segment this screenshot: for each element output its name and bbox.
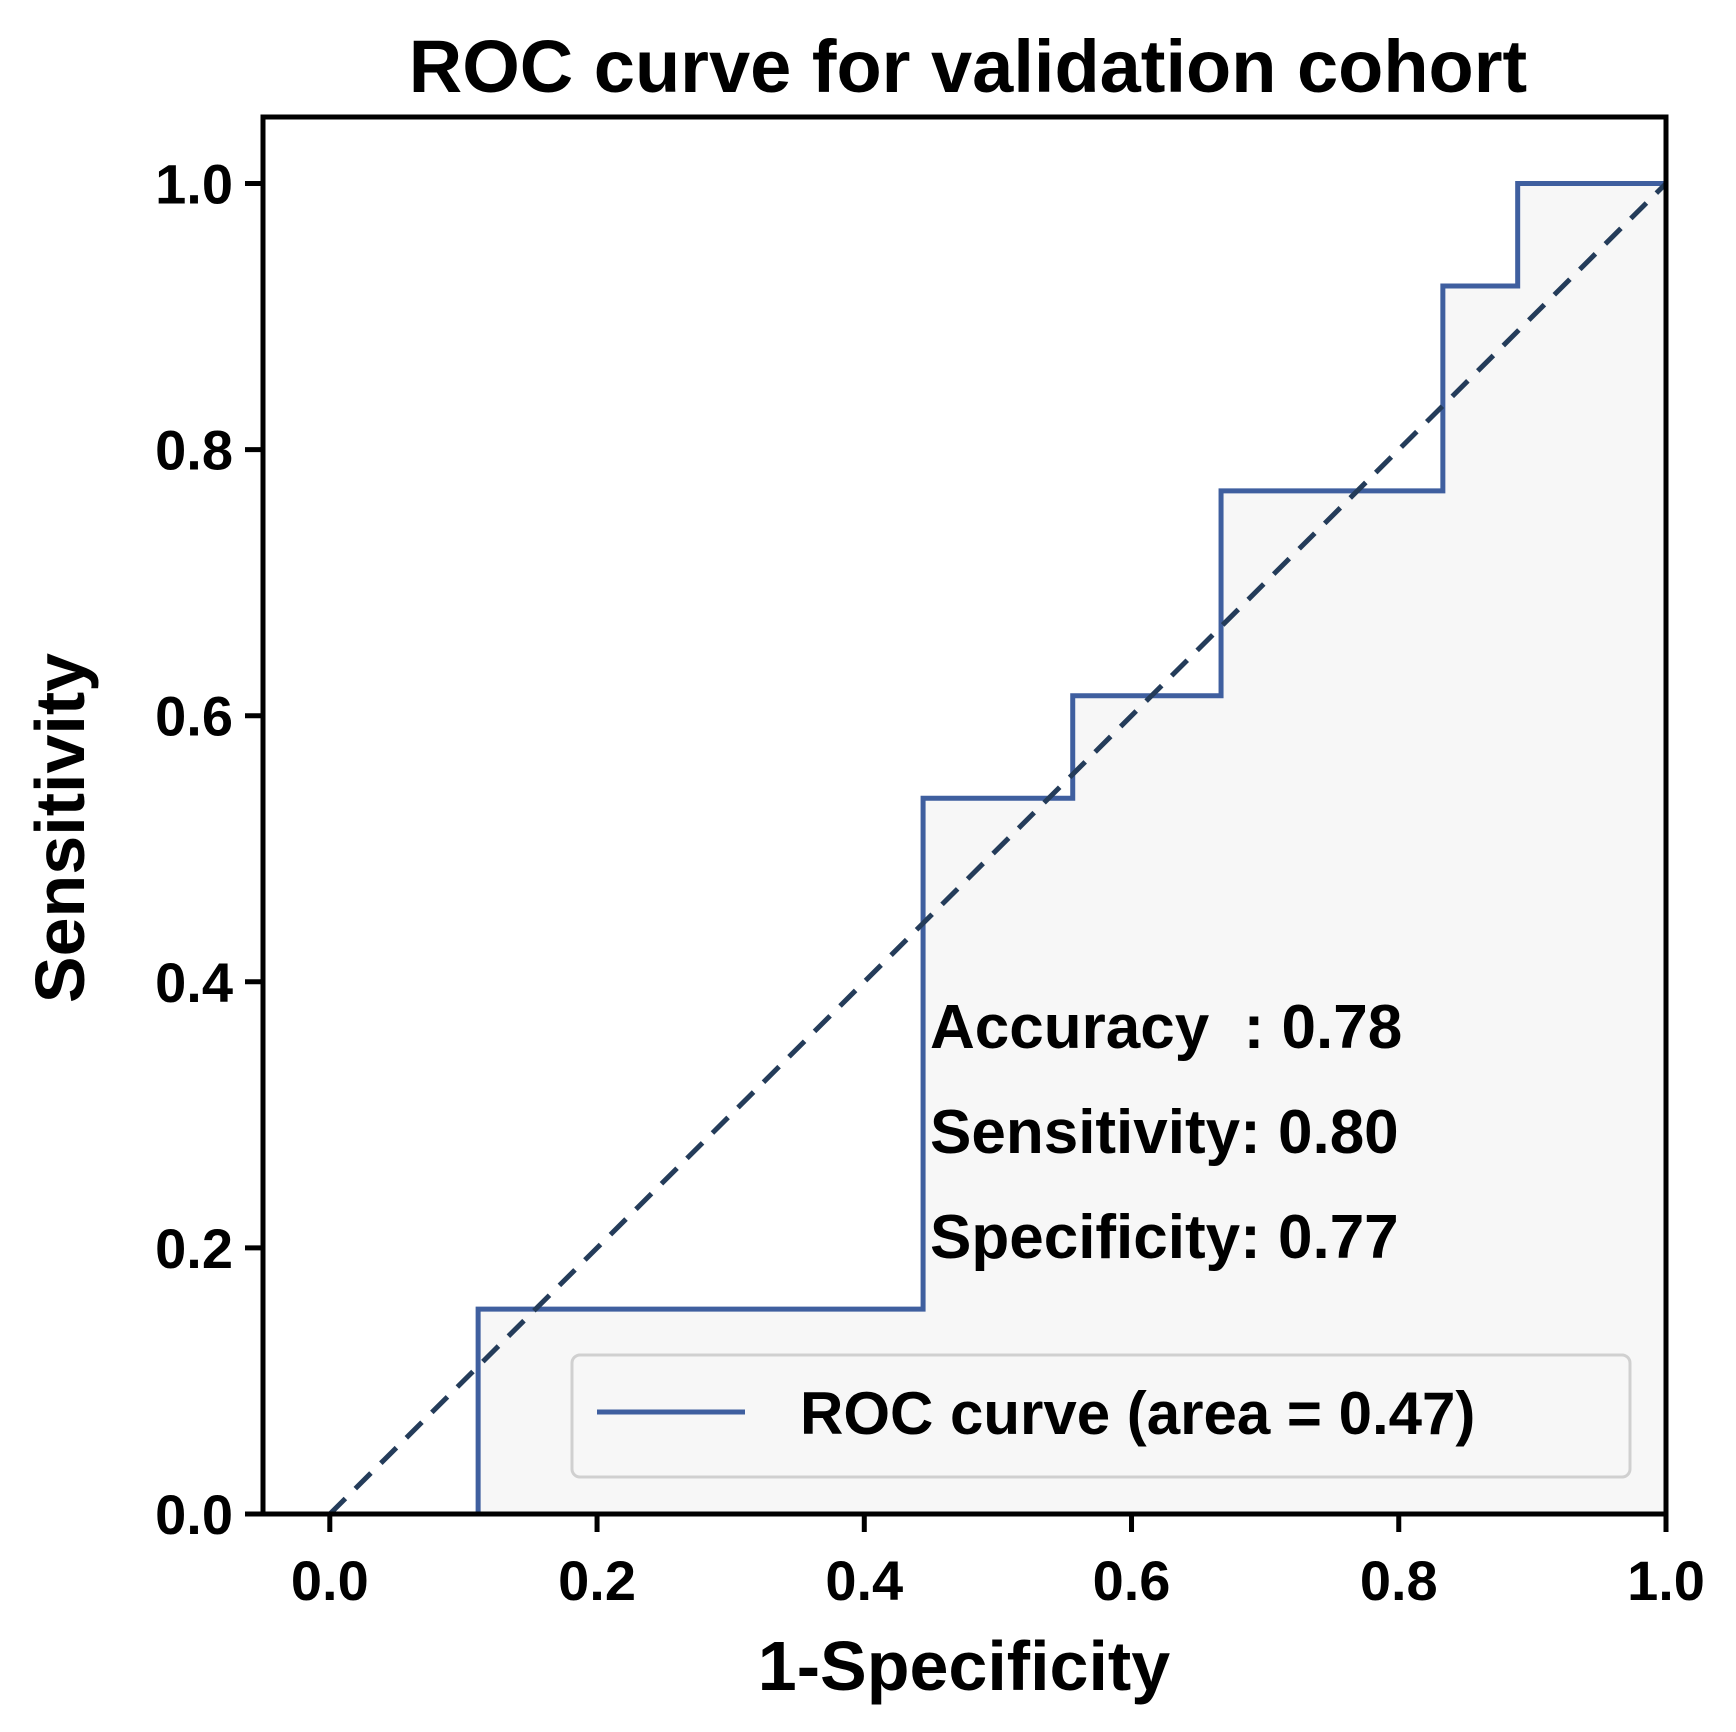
legend-label: ROC curve (area = 0.47) [800, 1380, 1475, 1447]
x-tick-label: 0.0 [291, 1549, 369, 1612]
metrics-annotations: Accuracy : 0.78 Sensitivity: 0.80 Specific… [930, 993, 1402, 1272]
x-tick-label: 1.0 [1627, 1549, 1705, 1612]
roc-curve-line [329, 181, 1666, 1517]
y-axis-title: Sensitivity [21, 653, 99, 1003]
chart-title: ROC curve for validation cohort [409, 25, 1527, 108]
legend: ROC curve (area = 0.47) [570, 1353, 1632, 1479]
legend-box [570, 1353, 1632, 1479]
y-tick-label: 0.8 [155, 419, 233, 482]
metric-annotation: Accuracy : 0.78 [930, 993, 1402, 1062]
chance-diagonal-line [328, 181, 1668, 1516]
y-tick-label: 0.4 [155, 951, 233, 1014]
x-axis: 0.0 0.2 0.4 0.6 0.8 1.0 [291, 1514, 1705, 1612]
x-axis-title: 1-Specificity [758, 1627, 1170, 1705]
x-tick-label: 0.8 [1360, 1549, 1438, 1612]
y-tick-label: 0.2 [155, 1217, 233, 1280]
x-tick-label: 0.2 [558, 1549, 636, 1612]
metric-annotation: Specificity: 0.77 [930, 1203, 1399, 1272]
y-axis: 0.0 0.2 0.4 0.6 0.8 1.0 [155, 153, 263, 1546]
y-tick-label: 1.0 [155, 153, 233, 216]
x-tick-label: 0.6 [1093, 1549, 1171, 1612]
x-tick-label: 0.4 [825, 1549, 903, 1612]
y-tick-label: 0.6 [155, 685, 233, 748]
plot-frame [260, 114, 1669, 1517]
y-tick-label: 0.0 [155, 1483, 233, 1546]
metric-annotation: Sensitivity: 0.80 [930, 1098, 1399, 1167]
series-layer [328, 181, 1668, 1517]
